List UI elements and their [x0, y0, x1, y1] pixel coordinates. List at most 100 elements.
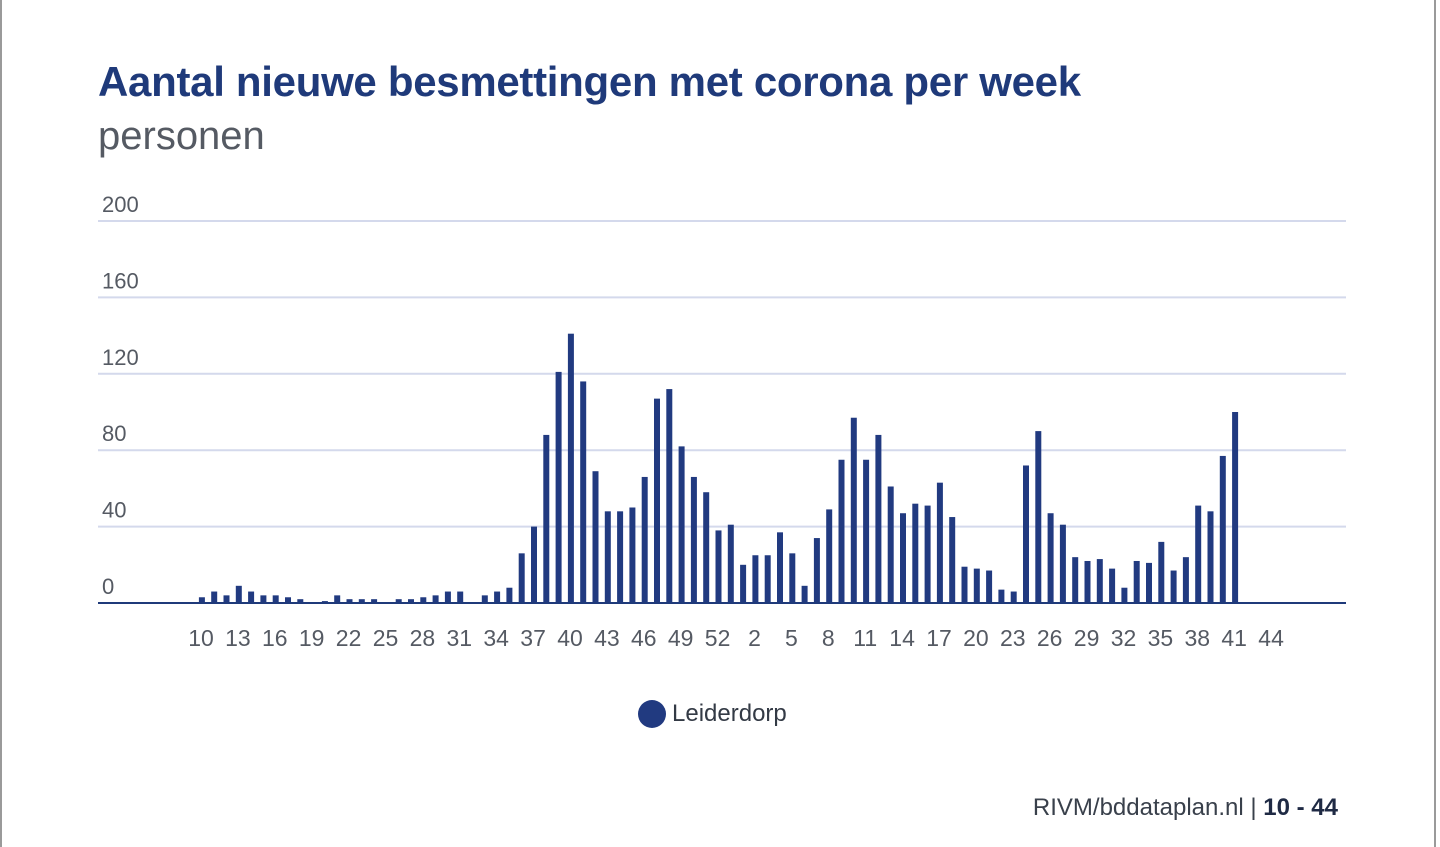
bar: [223, 595, 230, 603]
y-tick-label: 160: [102, 268, 139, 293]
y-tick-label: 0: [102, 574, 114, 599]
bar: [1146, 562, 1152, 603]
legend-swatch: [638, 700, 666, 728]
bar: [506, 587, 513, 603]
x-tick-label: 32: [1111, 625, 1137, 651]
x-tick-label: 28: [410, 625, 436, 651]
bar: [543, 434, 550, 603]
bar: [198, 597, 205, 603]
bar: [998, 589, 1005, 603]
bar: [420, 597, 427, 603]
x-tick-label: 49: [668, 625, 694, 651]
y-tick-label: 80: [102, 421, 126, 446]
bar: [1219, 455, 1226, 603]
bar: [334, 595, 341, 603]
y-tick-label: 120: [102, 345, 139, 370]
bar: [777, 532, 783, 603]
bar: [432, 595, 439, 603]
bar: [949, 517, 956, 603]
bar: [1096, 559, 1103, 603]
bar: [457, 591, 464, 603]
chart-subtitle: personen: [98, 114, 265, 158]
bar: [801, 585, 808, 603]
x-tick-label: 13: [225, 625, 251, 651]
chart-title: Aantal nieuwe besmettingen met corona pe…: [98, 58, 1081, 105]
bar: [580, 381, 587, 603]
x-tick-label: 44: [1258, 625, 1284, 651]
x-tick-label: 17: [926, 625, 952, 651]
bar: [789, 553, 796, 603]
bar: [986, 570, 993, 603]
bar: [346, 599, 353, 603]
source-week-range: 10 - 44: [1263, 794, 1338, 821]
bar: [567, 333, 574, 603]
x-tick-label: 43: [594, 625, 620, 651]
bar: [654, 398, 660, 603]
y-tick-label: 200: [102, 192, 139, 217]
bar: [235, 585, 242, 603]
bar: [1207, 511, 1214, 603]
bar: [1059, 524, 1066, 603]
bar: [481, 595, 488, 603]
bar: [629, 507, 636, 603]
bar: [887, 486, 894, 603]
bar: [592, 471, 599, 603]
source-text: RIVM/bddataplan.nl: [1032, 794, 1244, 821]
bar: [912, 503, 919, 603]
bar: [1195, 505, 1202, 603]
bar: [272, 595, 279, 603]
bar: [813, 538, 820, 603]
x-tick-label: 20: [963, 625, 989, 651]
bar: [666, 389, 673, 603]
bar: [740, 564, 747, 603]
x-tick-label: 11: [853, 625, 877, 651]
bar: [875, 434, 882, 603]
bar: [358, 599, 365, 603]
bar: [1084, 560, 1091, 603]
bar: [1023, 465, 1029, 603]
bar: [1170, 570, 1177, 603]
x-tick-label: 34: [483, 625, 509, 651]
bar: [395, 599, 402, 603]
source-note: RIVM/bddataplan.nl | 10 - 44: [1033, 794, 1338, 822]
bar: [260, 595, 267, 603]
bar: [371, 599, 378, 603]
bar: [850, 417, 857, 603]
x-tick-label: 25: [373, 625, 399, 651]
x-tick-label: 16: [262, 625, 288, 651]
bar: [604, 511, 611, 603]
bar: [961, 566, 968, 603]
bar: [494, 591, 501, 603]
x-tick-label: 37: [520, 625, 546, 651]
x-tick-label: 14: [889, 625, 915, 651]
bar: [1158, 541, 1165, 603]
bar: [641, 476, 648, 603]
x-tick-label: 10: [188, 625, 214, 651]
x-tick-label: 52: [705, 625, 731, 651]
legend[interactable]: Leiderdorp: [638, 700, 787, 728]
y-tick-label: 40: [102, 498, 126, 523]
bar: [900, 513, 906, 603]
bar: [1109, 568, 1116, 603]
x-tick-label: 8: [822, 625, 835, 651]
bar: [444, 591, 451, 603]
x-tick-label: 5: [785, 625, 798, 651]
bar: [936, 482, 943, 603]
bar: [826, 509, 833, 603]
bar: [1121, 587, 1128, 603]
x-tick-label: 40: [557, 625, 583, 651]
bar: [1010, 591, 1017, 603]
x-tick-label: 38: [1185, 625, 1211, 651]
bar: [1047, 513, 1054, 603]
x-tick-label: 41: [1221, 625, 1247, 651]
x-tick-label: 2: [748, 625, 761, 651]
legend-label: Leiderdorp: [672, 700, 787, 727]
x-tick-label: 23: [1000, 625, 1026, 651]
bar: [715, 530, 722, 603]
bar: [1072, 557, 1079, 603]
x-tick-label: 22: [336, 625, 362, 651]
source-separator: |: [1243, 794, 1264, 821]
bar: [408, 599, 414, 603]
